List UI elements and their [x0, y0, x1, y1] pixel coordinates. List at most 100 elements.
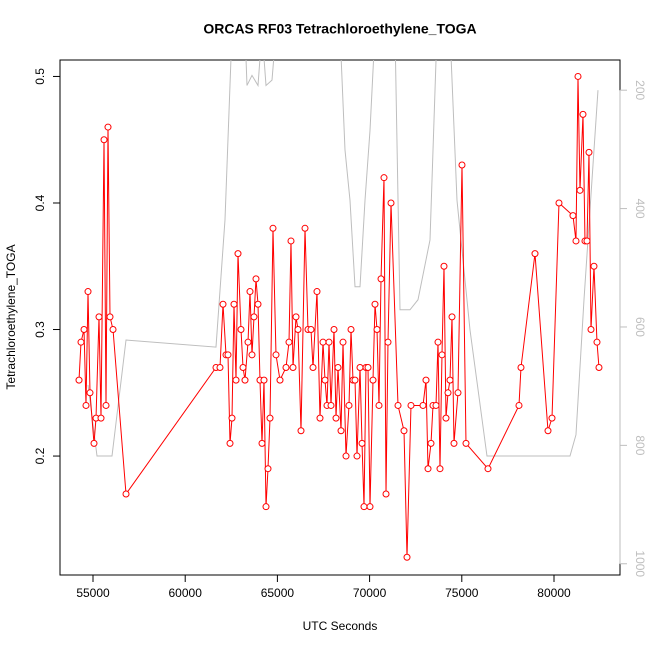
data-point: [444, 389, 452, 397]
x-tick-label: 80000: [537, 586, 571, 600]
data-point: [345, 401, 353, 409]
data-point: [285, 338, 293, 346]
data-point: [264, 465, 272, 473]
data-point: [262, 503, 270, 511]
data-point: [252, 275, 260, 283]
data-point: [232, 376, 240, 384]
data-point: [587, 326, 595, 334]
data-point: [585, 148, 593, 156]
data-point: [422, 376, 430, 384]
x-tick-label: 55000: [76, 586, 110, 600]
data-point: [316, 414, 324, 422]
plot-frame: [59, 59, 621, 576]
data-point: [434, 338, 442, 346]
data-point: [595, 363, 603, 371]
data-point: [289, 363, 297, 371]
data-point: [454, 389, 462, 397]
data-point: [100, 136, 108, 144]
data-point: [574, 72, 582, 80]
data-point: [590, 262, 598, 270]
data-point: [400, 427, 408, 435]
data-point: [282, 363, 290, 371]
data-point: [347, 326, 355, 334]
data-point: [258, 439, 266, 447]
data-point: [382, 490, 390, 498]
data-point: [234, 250, 242, 258]
data-point: [531, 250, 539, 258]
data-point: [377, 275, 385, 283]
data-point: [375, 401, 383, 409]
y2-tick-label: 800: [633, 435, 647, 455]
data-point: [109, 326, 117, 334]
data-point: [84, 288, 92, 296]
data-point: [424, 465, 432, 473]
data-point: [337, 427, 345, 435]
data-point: [569, 212, 577, 220]
data-point: [403, 553, 411, 561]
data-point: [226, 439, 234, 447]
data-point: [450, 439, 458, 447]
data-point: [384, 338, 392, 346]
data-point: [250, 313, 258, 321]
data-point: [77, 338, 85, 346]
data-point: [297, 427, 305, 435]
data-point: [342, 452, 350, 460]
data-point: [440, 262, 448, 270]
data-point: [572, 237, 580, 245]
data-point: [239, 363, 247, 371]
data-point: [106, 313, 114, 321]
data-point: [95, 313, 103, 321]
data-point: [446, 376, 454, 384]
data-point: [248, 351, 256, 359]
data-point: [387, 199, 395, 207]
data-point: [102, 401, 110, 409]
data-point: [321, 376, 329, 384]
data-point: [369, 376, 377, 384]
plot-area: [75, 60, 603, 561]
data-point: [448, 313, 456, 321]
x-tick-label: 60000: [169, 586, 203, 600]
x-tick-label: 75000: [445, 586, 479, 600]
data-point: [97, 414, 105, 422]
series-line: [78, 76, 600, 558]
data-point: [380, 174, 388, 182]
data-point: [555, 199, 563, 207]
data-point: [462, 439, 470, 447]
data-point: [442, 414, 450, 422]
data-point: [266, 414, 274, 422]
data-point: [419, 401, 427, 409]
data-point: [364, 363, 372, 371]
data-point: [515, 401, 523, 409]
data-point: [366, 503, 374, 511]
data-point: [122, 490, 130, 498]
data-point: [360, 503, 368, 511]
data-point: [82, 401, 90, 409]
data-point: [287, 237, 295, 245]
data-point: [330, 326, 338, 334]
data-point: [339, 338, 347, 346]
chart-title: ORCAS RF03 Tetrachloroethylene_TOGA: [203, 21, 476, 37]
data-point: [276, 376, 284, 384]
data-point: [86, 389, 94, 397]
y2-tick-label: 600: [633, 317, 647, 337]
data-point: [394, 401, 402, 409]
data-point: [327, 401, 335, 409]
data-point: [325, 338, 333, 346]
data-point: [269, 224, 277, 232]
data-point: [332, 414, 340, 422]
data-point: [272, 351, 280, 359]
data-point: [579, 110, 587, 118]
data-point: [583, 237, 591, 245]
data-point: [75, 376, 83, 384]
data-point: [230, 300, 238, 308]
data-point: [427, 439, 435, 447]
data-point: [219, 300, 227, 308]
data-point: [216, 363, 224, 371]
data-point: [309, 363, 317, 371]
data-point: [246, 288, 254, 296]
y2-tick-label: 200: [633, 80, 647, 100]
data-point: [544, 427, 552, 435]
y-axis-title: Tetrachloroethylene_TOGA: [4, 244, 18, 389]
data-point: [407, 401, 415, 409]
data-point: [371, 300, 379, 308]
